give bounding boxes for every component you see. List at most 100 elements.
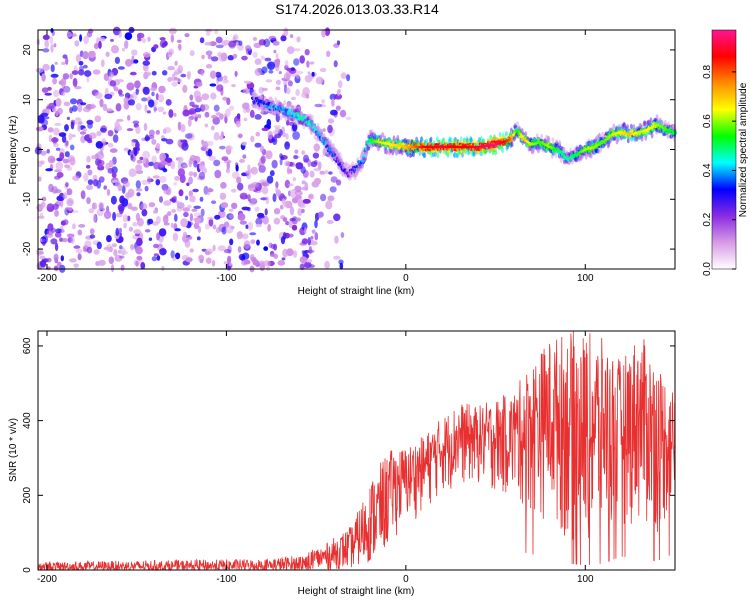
spectrogram-noise-blob xyxy=(243,88,251,94)
spectrogram-noise-blob xyxy=(302,198,311,204)
spectrogram-noise-blob xyxy=(50,157,56,162)
spectrogram-noise-blob xyxy=(87,179,94,186)
spectrogram-noise-blob xyxy=(132,222,138,227)
snr-series-line xyxy=(37,331,676,572)
spectrogram-noise-blob xyxy=(88,208,95,214)
spectrogram-ridge-cell xyxy=(434,151,437,157)
spectrogram-noise-blob xyxy=(140,202,148,211)
spectrogram-noise-blob xyxy=(40,150,47,156)
spectrogram-noise-blob xyxy=(64,151,70,158)
spectrogram-noise-blob xyxy=(215,227,221,234)
spectrogram-ridge xyxy=(250,89,678,181)
spectrogram-noise-blob xyxy=(299,263,305,271)
spectrogram-noise-blob xyxy=(211,200,217,204)
spectrogram-noise-blob xyxy=(55,98,62,107)
spectrogram-noise-blob xyxy=(330,176,338,183)
spectrogram-noise-blob xyxy=(100,127,107,132)
spectrogram-noise-blob xyxy=(42,63,50,71)
spectrogram-noise-blob xyxy=(333,213,341,222)
spectrogram-noise-blob xyxy=(279,204,284,210)
spectrogram-noise-blob xyxy=(128,226,133,232)
spectrogram-noise-blob xyxy=(143,122,148,131)
spectrogram-noise-blob xyxy=(172,232,179,242)
spectrogram-noise-blob xyxy=(211,56,219,62)
spectrogram-noise-blob xyxy=(295,162,304,170)
spectrogram-noise-blob xyxy=(170,34,174,43)
spectrogram-noise-blob xyxy=(122,180,130,188)
spectrogram-noise-blob xyxy=(54,231,62,238)
spectrogram-noise-blob xyxy=(148,99,155,108)
spectrogram-ridge-cell xyxy=(494,150,498,156)
spectrogram-noise-blob xyxy=(135,164,143,172)
spectrogram-noise-blob xyxy=(123,101,130,110)
spectrogram-noise-blob xyxy=(131,140,135,147)
spectrogram-noise-blob xyxy=(176,202,185,209)
spectrogram-noise-blob xyxy=(282,248,288,258)
spectrogram-noise-blob xyxy=(69,73,73,80)
spectrogram-noise-blob xyxy=(188,171,194,177)
spectrogram-noise-blob xyxy=(193,90,201,100)
spectrogram-noise-blob xyxy=(236,176,242,184)
spectrogram-noise-blob xyxy=(260,55,265,60)
spectrogram-noise-blob xyxy=(324,260,330,269)
spectrogram-noise-blob xyxy=(237,133,243,139)
spectrogram-noise-blob xyxy=(68,207,73,212)
spectrogram-noise-blob xyxy=(210,70,217,79)
spectrogram-noise-blob xyxy=(189,50,195,57)
spectrogram-noise-blob xyxy=(155,179,161,186)
spectrogram-noise-blob xyxy=(142,63,149,72)
spectrogram-noise-blob xyxy=(256,239,260,246)
spectrogram-x-axis-label: Height of straight line (km) xyxy=(298,286,415,297)
spectrogram-noise-blob xyxy=(260,155,266,164)
spectrogram-noise-blob xyxy=(91,103,95,110)
spectrogram-noise-blob xyxy=(46,149,50,154)
spectrogram-ridge-cell xyxy=(260,94,263,100)
colorbar-gradient xyxy=(711,29,737,270)
spectrogram-noise-blob xyxy=(111,45,119,54)
spectrogram-noise-blob xyxy=(272,130,279,135)
spectrogram-noise-blob xyxy=(265,150,273,160)
spectrogram-noise-blob xyxy=(133,229,141,235)
spectrogram-noise-blob xyxy=(103,73,110,81)
spectrogram-noise-blob xyxy=(265,79,273,83)
spectrogram-noise-blob xyxy=(241,141,248,146)
spectrogram-noise-blob xyxy=(74,86,82,90)
spectrogram-noise-blob xyxy=(109,148,118,153)
spectrogram-noise-blob xyxy=(254,114,262,120)
spectrogram-noise-blob xyxy=(204,250,211,256)
spectrogram-noise-blob xyxy=(255,132,260,137)
spectrogram-y-tick-label: -10 xyxy=(22,192,33,207)
spectrogram-noise-blob xyxy=(301,238,308,245)
spectrogram-noise-blob xyxy=(311,229,316,234)
spectrogram-noise-blob xyxy=(57,261,62,267)
spectrogram-noise-blob xyxy=(285,221,290,226)
spectrogram-ridge-cell xyxy=(395,150,398,156)
spectrogram-noise-blob xyxy=(333,255,341,260)
spectrogram-noise-blob xyxy=(158,85,166,94)
spectrogram-noise-blob xyxy=(45,233,54,238)
spectrogram-noise-blob xyxy=(293,154,299,160)
spectrogram-noise-blob xyxy=(286,248,294,257)
spectrogram-noise-blob xyxy=(211,260,216,267)
spectrogram-noise-blob xyxy=(183,211,189,218)
spectrogram-noise-blob xyxy=(244,194,249,199)
spectrogram-noise-blob xyxy=(159,152,167,162)
spectrogram-noise-blob xyxy=(215,112,221,116)
colorbar-tick-label: 0.6 xyxy=(702,114,713,128)
spectrogram-noise-blob xyxy=(135,188,143,192)
spectrogram-noise-blob xyxy=(135,180,141,189)
spectrogram-noise-blob xyxy=(163,188,171,195)
spectrogram-noise-blob xyxy=(42,34,50,40)
spectrogram-x-tick-label: 0 xyxy=(403,273,409,284)
spectrogram-noise-blob xyxy=(131,156,136,163)
spectrogram-noise-blob xyxy=(64,141,69,148)
spectrogram-noise-blob xyxy=(292,250,298,258)
spectrogram-y-tick-label: 0 xyxy=(22,146,33,152)
spectrogram-noise-blob xyxy=(170,250,175,259)
spectrogram-noise-blob xyxy=(333,60,338,68)
spectrogram-noise-blob xyxy=(163,127,172,134)
spectrogram-noise-blob xyxy=(113,249,118,257)
spectrogram-noise-blob xyxy=(254,142,262,148)
spectrogram-noise-blob xyxy=(118,206,124,215)
spectrogram-noise-blob xyxy=(247,164,251,171)
